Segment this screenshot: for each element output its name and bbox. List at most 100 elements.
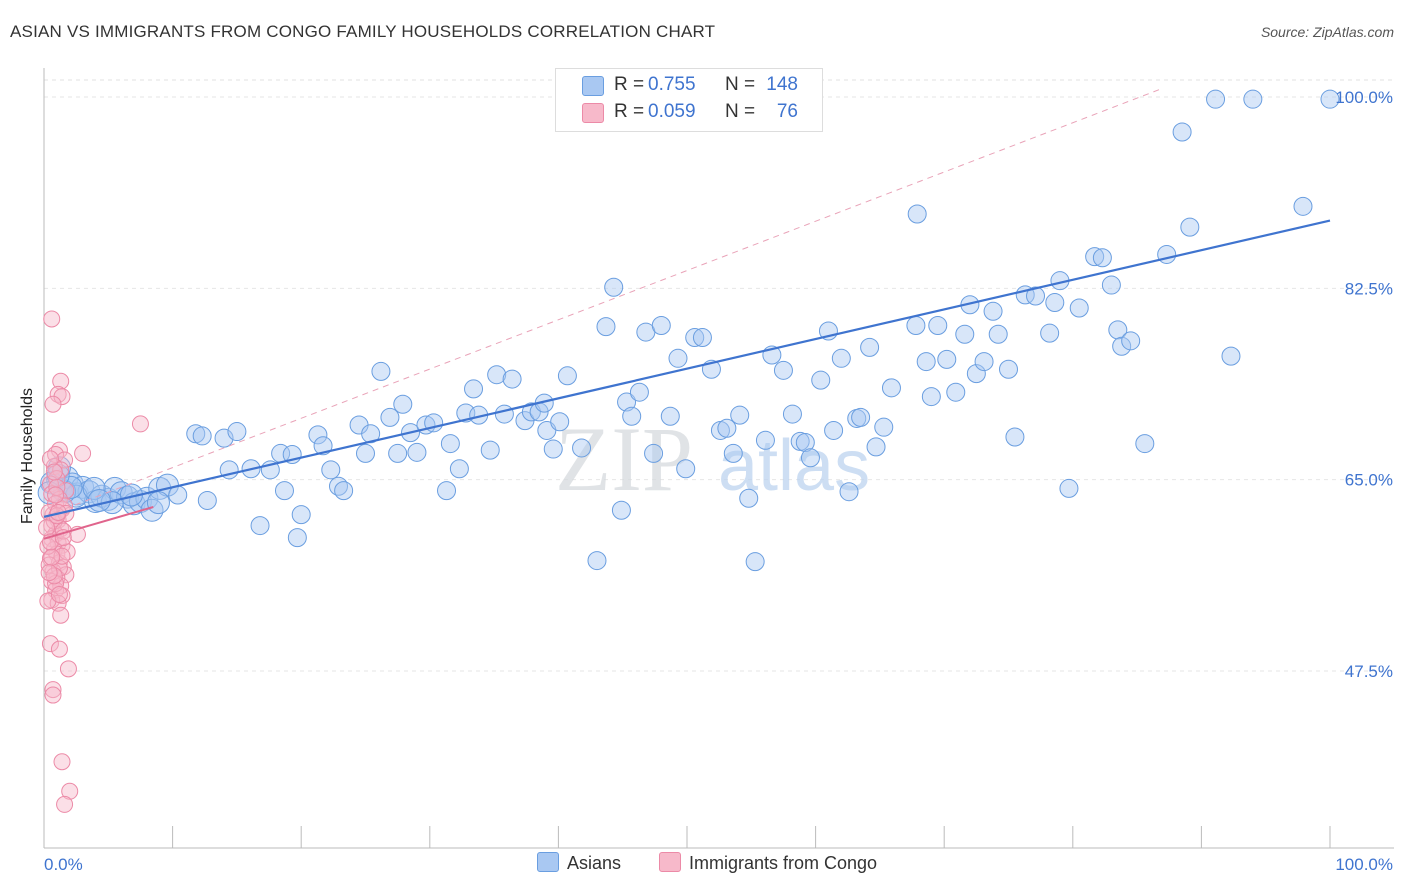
asians-point xyxy=(906,316,926,336)
r-value: 0.755 xyxy=(648,74,696,95)
y-tick-labels: 100.0% 82.5% 65.0% 47.5% xyxy=(1335,88,1393,681)
asians-point xyxy=(1320,89,1340,109)
congo-point xyxy=(57,482,75,500)
congo-legend-label: Immigrants from Congo xyxy=(689,853,878,873)
asians-point xyxy=(543,439,563,459)
asians-point xyxy=(916,352,936,372)
asians-point xyxy=(1101,275,1121,295)
asians-point xyxy=(572,438,592,458)
asians-point xyxy=(361,424,381,444)
asians-point xyxy=(1121,331,1141,351)
asians-point xyxy=(587,551,607,571)
asians-point xyxy=(983,301,1003,321)
congo-point xyxy=(44,395,62,413)
n-value: 76 xyxy=(776,101,798,122)
asians-point xyxy=(800,448,820,468)
congo-point xyxy=(131,415,149,433)
congo-point xyxy=(43,548,61,566)
y-tick-label: 82.5% xyxy=(1345,279,1393,298)
asians-point xyxy=(557,366,577,386)
asians-point xyxy=(739,488,759,508)
asians-point xyxy=(437,481,457,501)
stats-legend: R = 0.755 N = 148 R = 0.059 N = 76 xyxy=(555,68,823,132)
asians-point xyxy=(723,443,743,463)
congo-point xyxy=(52,372,70,390)
congo-point xyxy=(45,567,63,585)
asians-point xyxy=(773,360,793,380)
asians-point xyxy=(440,434,460,454)
asians-series xyxy=(37,89,1340,572)
asians-point xyxy=(717,418,737,438)
r-value: 0.059 xyxy=(648,101,696,122)
asians-point xyxy=(988,324,1008,344)
asians-point xyxy=(550,412,570,432)
asians-point xyxy=(321,460,341,480)
asians-point xyxy=(824,420,844,440)
congo-point xyxy=(61,782,79,800)
asians-point xyxy=(1059,478,1079,498)
asians-point xyxy=(1069,298,1089,318)
congo-legend-swatch xyxy=(659,852,681,872)
watermark-atlas: atlas xyxy=(718,426,870,506)
congo-point xyxy=(50,640,68,658)
asians-trendline xyxy=(43,219,1331,518)
congo-point xyxy=(41,450,59,468)
asians-point xyxy=(227,422,247,442)
legend-item-asians: Asians xyxy=(537,852,621,874)
congo-point xyxy=(50,585,68,603)
asians-point xyxy=(287,528,307,548)
asians-point xyxy=(1243,89,1263,109)
asians-point xyxy=(449,459,469,479)
asians-point xyxy=(1293,196,1313,216)
asians-point xyxy=(487,365,507,385)
asians-point xyxy=(356,443,375,463)
reference-diagonal-line xyxy=(43,87,1163,518)
asians-point xyxy=(1135,434,1155,454)
n-label: N = xyxy=(725,101,756,122)
asians-point xyxy=(1108,320,1128,340)
asians-point xyxy=(480,440,500,460)
watermark: ZIP atlas xyxy=(555,408,870,510)
asians-point xyxy=(291,505,311,525)
asians-point xyxy=(494,404,514,424)
asians-point xyxy=(1040,323,1060,343)
source-label: Source: ZipAtlas.com xyxy=(1260,24,1394,40)
asians-point xyxy=(955,324,975,344)
congo-point xyxy=(41,635,59,653)
asians-point xyxy=(1085,247,1105,267)
asians-point xyxy=(644,443,664,463)
asians-point xyxy=(907,204,927,224)
asians-point xyxy=(1172,122,1192,142)
asians-point xyxy=(937,349,957,369)
congo-swatch xyxy=(582,103,604,123)
asians-point xyxy=(197,490,217,510)
y-tick-label: 65.0% xyxy=(1345,471,1393,490)
asians-point xyxy=(839,482,859,502)
asians-point xyxy=(1092,248,1112,268)
congo-point xyxy=(52,461,70,479)
asians-point xyxy=(795,432,815,452)
asians-point xyxy=(334,481,354,501)
congo-point xyxy=(44,686,62,704)
asians-point xyxy=(668,348,688,368)
asians-point xyxy=(745,552,765,572)
asians-point xyxy=(660,406,680,426)
congo-point xyxy=(52,606,70,624)
asians-point xyxy=(502,369,522,389)
asians-point xyxy=(393,394,413,414)
asians-point xyxy=(82,476,106,500)
asians-point xyxy=(617,392,637,412)
congo-point xyxy=(56,451,74,469)
asians-point xyxy=(464,379,484,399)
asians-point xyxy=(881,378,901,398)
asians-point xyxy=(1112,336,1132,356)
asians-point xyxy=(692,328,712,348)
asians-point xyxy=(860,337,880,357)
asians-point xyxy=(622,406,642,426)
congo-point xyxy=(47,486,65,504)
trend-lines xyxy=(43,87,1331,540)
asians-point xyxy=(782,404,802,424)
congo-trendline xyxy=(43,506,154,540)
n-label: N = xyxy=(725,74,756,95)
